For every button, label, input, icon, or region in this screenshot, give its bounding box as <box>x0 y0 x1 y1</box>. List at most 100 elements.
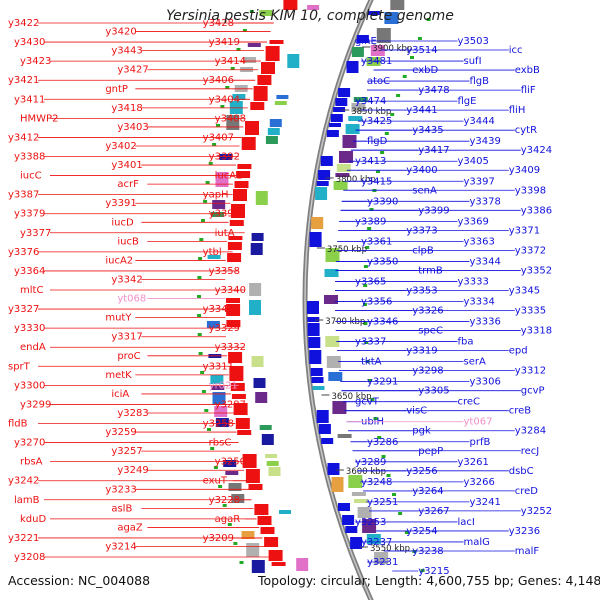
gc-marker <box>363 265 368 268</box>
feature-block-track-5 <box>357 507 372 518</box>
feature-block-track-3 <box>296 558 309 571</box>
feature-block-track-2 <box>235 418 250 429</box>
right-gene-label: y3441 <box>406 105 437 116</box>
gc-marker <box>380 151 385 154</box>
gc-marker <box>198 352 203 355</box>
left-gene-label: yt068 <box>117 294 146 305</box>
right-gene-label: recJ <box>521 446 540 457</box>
feature-block-track-5 <box>376 28 391 43</box>
feature-block-track-5 <box>390 0 405 10</box>
left-gene-label: y3214 <box>105 542 136 553</box>
right-gene-label: y3291 <box>367 377 398 388</box>
left-gene-label: y3258 <box>203 419 234 430</box>
gc-marker <box>197 295 201 298</box>
right-gene-label: ubiH <box>361 417 384 428</box>
feature-block-track-5 <box>326 356 341 368</box>
feature-block-track-2 <box>227 242 242 250</box>
position-label: 3800 kbp <box>336 175 376 185</box>
right-gene-label: y3312 <box>515 366 546 377</box>
left-gene-label: endA <box>20 342 46 353</box>
left-gene-label: y3340 <box>215 285 246 296</box>
gc-marker <box>376 170 380 173</box>
left-gene-label: lamB <box>14 495 40 506</box>
feature-block-track-5 <box>351 492 366 496</box>
feature-block-track-3 <box>255 191 268 205</box>
feature-block-track-5 <box>342 135 357 148</box>
left-gene-label: HMWP2 <box>20 113 58 124</box>
feature-block-track-2 <box>231 204 245 218</box>
left-gene-label: iucA1 <box>215 171 243 182</box>
right-gene-label: y3425 <box>361 116 392 127</box>
left-gene-label: mltC <box>20 285 43 296</box>
feature-block-track-5 <box>348 475 363 488</box>
left-gene-label: acrF <box>117 179 139 190</box>
feature-block-track-1 <box>225 471 239 475</box>
right-gene-label: y3439 <box>470 136 501 147</box>
right-gene-label: y3254 <box>406 526 437 537</box>
left-gene-label: y3250 <box>215 457 246 468</box>
right-gene-label: y3371 <box>509 225 540 236</box>
feature-block-track-5 <box>374 552 389 564</box>
right-gene-label: y3326 <box>412 306 443 317</box>
feature-block-track-2 <box>242 454 257 468</box>
right-gene-label: y3373 <box>406 225 437 236</box>
gc-marker <box>386 474 391 477</box>
gc-marker <box>197 314 202 317</box>
left-gene-label: y3300 <box>14 380 45 391</box>
left-gene-label: agaR <box>215 514 241 525</box>
right-gene-label: flgD <box>367 136 388 147</box>
right-gene-label: y3215 <box>418 566 449 577</box>
left-gene-label: y3408 <box>215 113 246 124</box>
feature-block-track-5 <box>325 248 340 262</box>
feature-block-track-5 <box>336 164 351 172</box>
left-gene-label: y3342 <box>111 275 142 286</box>
feature-block-track-2 <box>264 537 279 547</box>
gc-marker <box>225 86 230 89</box>
feature-block-track-2 <box>237 164 252 169</box>
gc-marker <box>420 569 425 572</box>
feature-block-track-5 <box>345 124 360 134</box>
feature-block-track-4 <box>345 526 358 533</box>
feature-block-track-4 <box>350 537 363 549</box>
feature-block-track-5 <box>328 372 343 381</box>
left-gene-label: y3406 <box>203 75 234 86</box>
gc-marker <box>227 523 232 526</box>
right-gene-label: y3333 <box>458 276 489 287</box>
gc-marker <box>220 105 225 108</box>
feature-block-track-1 <box>214 406 228 417</box>
right-gene-label: y3478 <box>418 85 449 96</box>
right-gene-label: fliH <box>509 105 526 116</box>
right-gene-label: y3289 <box>355 457 386 468</box>
right-gene-label: y3248 <box>361 477 392 488</box>
accession-text: Accession: NC_004088 <box>8 573 151 588</box>
left-gene-label: y3395 <box>209 209 240 220</box>
feature-block-track-3 <box>251 233 264 241</box>
gc-marker <box>364 341 369 344</box>
left-gene-label: y3358 <box>209 266 240 277</box>
right-gene-label: y3345 <box>509 285 540 296</box>
right-gene-label: y3378 <box>470 196 501 207</box>
feature-block-track-4 <box>329 123 341 127</box>
gc-marker <box>392 493 396 496</box>
feature-block-track-3 <box>266 461 279 466</box>
right-gene-label: creB <box>509 406 532 417</box>
right-gene-label: y3365 <box>355 276 386 287</box>
feature-block-track-4 <box>333 107 346 112</box>
left-gene-label: y3287 <box>215 399 246 410</box>
left-gene-label: y3270 <box>14 438 45 449</box>
right-gene-label: flgB <box>470 76 490 87</box>
feature-block-track-2 <box>257 516 272 525</box>
right-gene-label: y3390 <box>367 196 398 207</box>
feature-block-track-3 <box>249 283 262 296</box>
feature-block-track-4 <box>307 323 320 336</box>
feature-block-track-2 <box>245 469 260 483</box>
gc-marker <box>213 466 218 469</box>
feature-block-track-4 <box>367 11 380 15</box>
feature-block-track-5 <box>351 103 366 112</box>
feature-block-track-4 <box>326 130 339 137</box>
feature-block-track-5 <box>370 45 385 56</box>
left-gene-label: metK <box>105 370 132 381</box>
gc-marker <box>233 542 238 545</box>
left-gene-label: y3329 <box>209 323 240 334</box>
left-gene-label: exuT <box>203 476 228 487</box>
